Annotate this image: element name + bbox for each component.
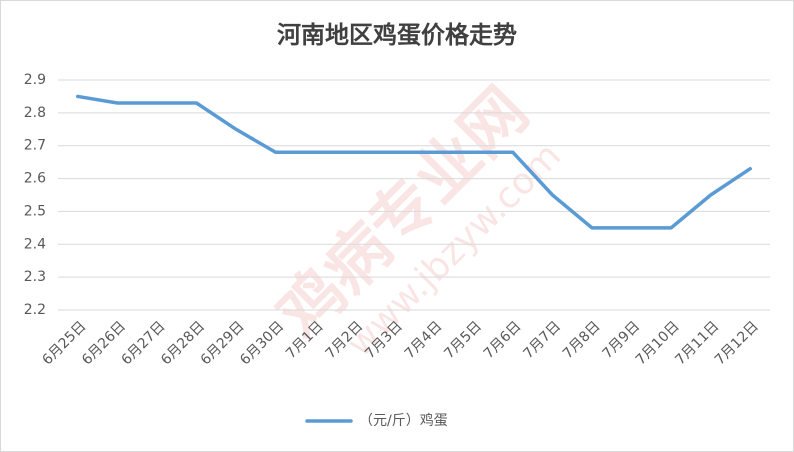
y-tick-label: 2.3: [24, 269, 46, 285]
y-tick-label: 2.8: [24, 105, 46, 121]
legend-label: （元/斤）鸡蛋: [359, 412, 448, 429]
data-line: [76, 94, 752, 230]
y-tick-label: 2.5: [24, 203, 46, 219]
y-tick-label: 2.7: [24, 138, 46, 154]
y-tick-label: 2.2: [24, 302, 46, 318]
y-tick-label: 2.9: [24, 72, 46, 88]
y-tick-label: 2.6: [24, 171, 46, 187]
chart-title: 河南地区鸡蛋价格走势: [277, 21, 517, 49]
y-tick-label: 2.4: [24, 236, 46, 252]
